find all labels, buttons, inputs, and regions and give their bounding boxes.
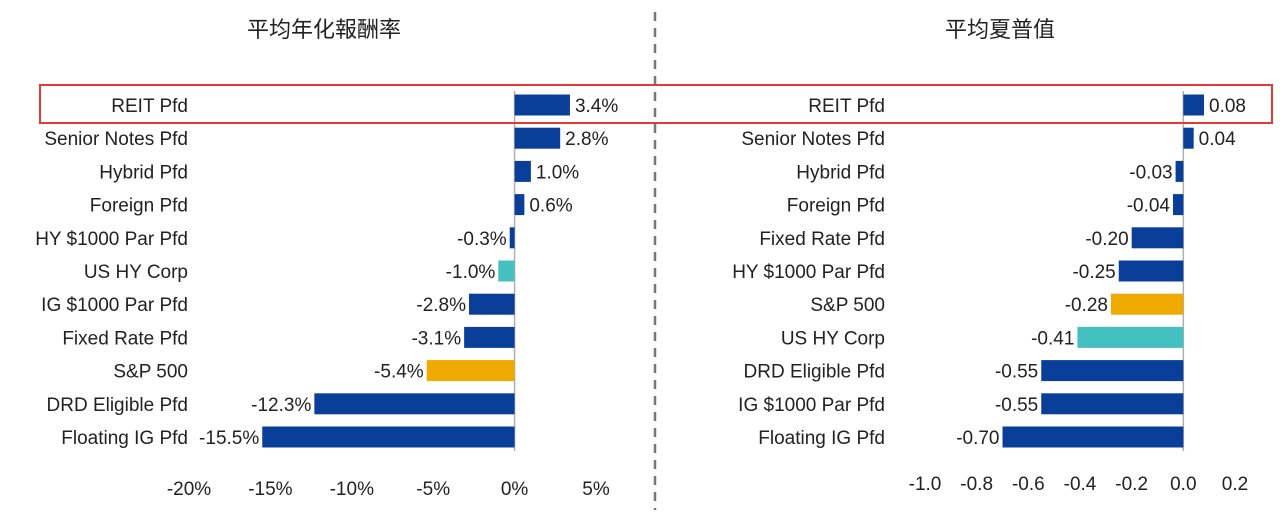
right-bar (1131, 227, 1184, 249)
right-x-tick-label: -0.6 (1012, 474, 1045, 495)
right-category-label: Senior Notes Pfd (741, 129, 885, 150)
left-x-tick-label: 5% (582, 479, 610, 500)
right-category-label: IG $1000 Par Pfd (738, 395, 885, 416)
right-value-label: -0.55 (995, 395, 1038, 416)
right-bar (1118, 260, 1184, 282)
right-value-label: -0.55 (995, 362, 1038, 383)
left-chart-title: 平均年化報酬率 (247, 18, 401, 43)
left-category-label: Foreign Pfd (90, 196, 188, 217)
left-value-label: -15.5% (199, 428, 259, 449)
left-category-label: IG $1000 Par Pfd (41, 295, 188, 316)
left-x-tick-label: -10% (330, 479, 374, 500)
left-category-label: REIT Pfd (111, 96, 188, 117)
right-x-tick-label: 0.0 (1170, 474, 1196, 495)
right-x-tick-label: -1.0 (909, 474, 942, 495)
left-value-label: -1.0% (446, 262, 496, 283)
right-value-label: -0.41 (1031, 328, 1074, 349)
right-x-tick-label: 0.2 (1222, 474, 1248, 495)
left-bar (509, 227, 515, 249)
left-x-tick-label: -5% (416, 479, 450, 500)
left-value-label: 1.0% (536, 162, 579, 183)
left-bar (314, 393, 515, 415)
left-value-label: -3.1% (411, 328, 461, 349)
left-x-tick-label: -15% (248, 479, 292, 500)
right-x-tick-label: -0.4 (1064, 474, 1097, 495)
right-bar (1183, 94, 1204, 116)
right-category-label: Foreign Pfd (787, 196, 885, 217)
right-value-label: -0.25 (1072, 262, 1115, 283)
left-chart-panel: REIT Pfd 3.4% Senior Notes Pfd 2.8% Hybrid P… (35, 91, 618, 500)
right-category-label: REIT Pfd (808, 96, 885, 117)
right-category-label: Fixed Rate Pfd (759, 229, 885, 250)
left-value-label: -0.3% (457, 229, 507, 250)
right-bar (1183, 127, 1194, 149)
right-bar (1111, 293, 1184, 315)
left-value-label: -12.3% (251, 395, 311, 416)
left-category-label: DRD Eligible Pfd (47, 395, 189, 416)
right-bar (1002, 426, 1184, 448)
left-x-tick-label: 0% (501, 479, 529, 500)
right-bar (1077, 326, 1184, 348)
right-value-label: -0.04 (1127, 196, 1171, 217)
right-value-label: -0.20 (1085, 229, 1128, 250)
right-chart-title: 平均夏普值 (945, 18, 1055, 43)
left-bar (464, 326, 515, 348)
left-bar (426, 360, 515, 382)
right-x-tick-label: -0.2 (1115, 474, 1148, 495)
left-bar (498, 260, 515, 282)
left-bar (514, 127, 561, 149)
left-category-label: HY $1000 Par Pfd (35, 229, 188, 250)
left-value-label: 2.8% (565, 129, 608, 150)
right-x-tick-label: -0.8 (960, 474, 993, 495)
right-bar (1175, 160, 1184, 182)
left-bar (514, 160, 531, 182)
right-category-label: Floating IG Pfd (758, 428, 885, 449)
left-x-tick-label: -20% (167, 479, 211, 500)
left-value-label: -5.4% (374, 362, 424, 383)
left-bar (514, 94, 570, 116)
right-category-label: DRD Eligible Pfd (744, 362, 886, 383)
right-bar (1041, 393, 1184, 415)
highlight-box (39, 84, 1273, 124)
right-category-label: US HY Corp (781, 328, 885, 349)
right-category-label: Hybrid Pfd (796, 162, 885, 183)
left-value-label: -2.8% (416, 295, 466, 316)
left-bar (469, 293, 515, 315)
left-bar (262, 426, 515, 448)
left-category-label: Fixed Rate Pfd (62, 328, 188, 349)
left-value-label: 3.4% (575, 96, 618, 117)
left-category-label: US HY Corp (84, 262, 188, 283)
left-category-label: Senior Notes Pfd (44, 129, 188, 150)
left-category-label: S&P 500 (113, 362, 188, 383)
right-value-label: 0.08 (1209, 96, 1246, 117)
left-category-label: Floating IG Pfd (61, 428, 188, 449)
left-value-label: 0.6% (529, 196, 572, 217)
right-category-label: S&P 500 (810, 295, 885, 316)
right-chart-panel: REIT Pfd 0.08 Senior Notes Pfd 0.04 Hybrid P… (732, 91, 1248, 495)
left-bar (514, 194, 525, 216)
right-category-label: HY $1000 Par Pfd (732, 262, 885, 283)
right-value-label: -0.03 (1129, 162, 1172, 183)
right-bar (1173, 194, 1184, 216)
right-value-label: -0.28 (1065, 295, 1108, 316)
left-category-label: Hybrid Pfd (99, 162, 188, 183)
right-bar (1041, 360, 1184, 382)
right-value-label: 0.04 (1199, 129, 1236, 150)
right-value-label: -0.70 (956, 428, 999, 449)
